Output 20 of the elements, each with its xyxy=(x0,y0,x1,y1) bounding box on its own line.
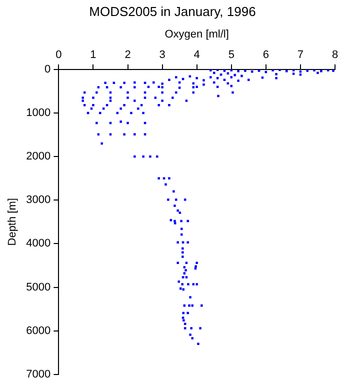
y-tick-label: 5000 xyxy=(26,281,51,294)
y-tick-label: 7000 xyxy=(26,368,51,380)
y-tick-label: 0 xyxy=(44,63,51,76)
y-tick-label: 1000 xyxy=(26,107,51,120)
x-tick-label: 0 xyxy=(56,48,62,61)
x-tick-label: 3 xyxy=(159,48,166,61)
x-tick-label: 8 xyxy=(332,48,338,61)
y-tick-label: 6000 xyxy=(26,324,51,337)
x-axis-title: Oxygen [ml/l] xyxy=(164,28,229,41)
x-tick-label: 6 xyxy=(262,48,269,61)
x-tick-label: 1 xyxy=(90,48,96,61)
y-tick-label: 4000 xyxy=(26,238,51,250)
y-tick-label: 3000 xyxy=(26,194,51,206)
x-tick-label: 2 xyxy=(124,48,131,61)
x-tick-label: 7 xyxy=(297,48,304,61)
y-tick-label: 2000 xyxy=(26,150,51,163)
x-tick-label: 4 xyxy=(194,48,200,61)
y-axis-title: Depth [m] xyxy=(6,198,19,246)
chart-title: MODS2005 in January, 1996 xyxy=(88,4,257,19)
x-tick-label: 5 xyxy=(228,48,234,61)
